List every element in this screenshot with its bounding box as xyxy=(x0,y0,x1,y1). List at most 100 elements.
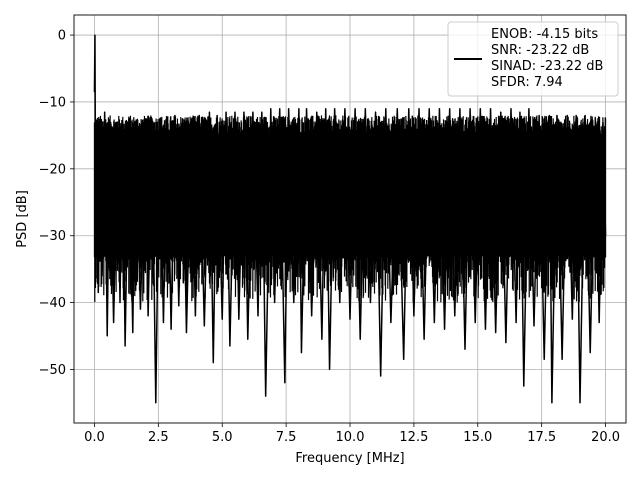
psd-data-point xyxy=(128,118,130,120)
legend-label-line: SFDR: 7.94 xyxy=(491,75,563,90)
legend-label-line: SINAD: -23.22 dB xyxy=(491,59,603,74)
psd-data-point xyxy=(178,305,180,307)
legend-label-line: ENOB: -4.15 bits xyxy=(491,27,598,42)
psd-data-point xyxy=(194,315,196,317)
psd-data-point xyxy=(604,235,607,237)
psd-data-point xyxy=(261,111,263,113)
psd-data-point xyxy=(225,111,227,113)
psd-data-point xyxy=(489,108,492,110)
psd-data-point xyxy=(464,348,466,351)
psd-data-point xyxy=(234,111,236,113)
psd-data-point xyxy=(252,111,254,113)
legend: ENOB: -4.15 bits SNR: -23.22 dB SINAD: -23… xyxy=(447,21,619,97)
psd-data-point xyxy=(166,118,168,120)
psd-data-point xyxy=(321,338,323,340)
psd-data-point xyxy=(93,91,96,93)
psd-data-point xyxy=(533,325,535,327)
psd-data-point xyxy=(113,322,115,324)
psd-data-point xyxy=(293,302,295,304)
psd-data-point xyxy=(97,291,99,294)
psd-data-point xyxy=(579,402,581,404)
psd-data-point xyxy=(349,318,351,320)
legend-label-line: SNR: -23.22 dB xyxy=(491,43,589,58)
psd-data-point xyxy=(484,328,487,330)
psd-data-point xyxy=(423,338,425,340)
psd-data-point xyxy=(418,108,420,110)
psd-data-point xyxy=(566,114,568,116)
psd-series-line xyxy=(93,35,607,403)
psd-data-point xyxy=(155,402,157,404)
psd-data-point xyxy=(203,325,205,327)
psd-data-point xyxy=(216,114,218,116)
psd-data-point xyxy=(144,118,147,120)
legend-label: ENOB: -4.15 bits SNR: -23.22 dB SINAD: -23… xyxy=(491,27,603,90)
psd-data-point xyxy=(438,108,441,110)
y-tick-label: −30 xyxy=(39,229,66,244)
psd-data-point xyxy=(495,332,497,334)
psd-data-point xyxy=(443,328,446,330)
x-tick-label: 10.0 xyxy=(336,430,365,445)
psd-data-point xyxy=(380,375,382,377)
y-tick-label: −10 xyxy=(39,95,66,110)
psd-data-point xyxy=(589,352,591,354)
psd-data-point xyxy=(208,111,211,113)
psd-data-point xyxy=(298,108,300,110)
psd-data-point xyxy=(474,322,476,324)
psd-data-point xyxy=(94,34,96,36)
psd-data-point xyxy=(305,108,308,110)
x-tick-label: 12.5 xyxy=(399,430,428,445)
psd-data-point xyxy=(408,108,410,110)
psd-data-point xyxy=(257,315,259,317)
psd-data-point xyxy=(243,111,245,113)
psd-data-point xyxy=(106,335,108,337)
psd-data-point xyxy=(116,121,119,123)
psd-data-point xyxy=(561,358,563,361)
psd-data-point xyxy=(95,255,97,257)
psd-data-point xyxy=(221,318,223,320)
psd-data-point xyxy=(274,302,276,304)
psd-data-point xyxy=(247,338,249,340)
psd-data-point xyxy=(134,121,136,123)
psd-data-point xyxy=(575,114,577,116)
psd-data-point xyxy=(174,114,176,116)
psd-data-point xyxy=(162,322,165,324)
y-tick-label: 0 xyxy=(58,29,66,44)
y-tick-label: −50 xyxy=(39,363,66,378)
x-tick-label: 0.0 xyxy=(84,430,105,445)
psd-data-point xyxy=(510,108,512,110)
psd-data-point xyxy=(328,368,331,371)
legend-box xyxy=(447,21,619,97)
psd-data-point xyxy=(98,128,101,130)
x-axis-label: Frequency [MHz] xyxy=(295,451,404,466)
psd-data-point xyxy=(212,362,214,364)
psd-data-point xyxy=(551,402,553,404)
x-tick-label: 15.0 xyxy=(463,430,492,445)
psd-data-point xyxy=(602,121,604,123)
psd-data-point xyxy=(316,111,318,113)
psd-data-point xyxy=(479,108,481,110)
psd-data-point xyxy=(396,108,398,110)
psd-data-point xyxy=(270,108,272,110)
psd-data-point xyxy=(390,322,392,324)
psd-data-point xyxy=(334,108,336,110)
psd-data-point xyxy=(449,108,451,110)
psd-data-point xyxy=(454,315,456,317)
psd-data-point xyxy=(354,108,356,110)
y-tick-label: −20 xyxy=(39,162,66,177)
psd-data-point xyxy=(198,114,200,116)
psd-data-point xyxy=(288,108,290,110)
psd-data-point xyxy=(119,302,121,304)
psd-data-point xyxy=(170,328,172,330)
psd-data-point xyxy=(339,302,341,304)
psd-data-point xyxy=(538,114,540,116)
psd-data-point xyxy=(433,322,435,324)
psd-data-point xyxy=(556,114,558,116)
psd-data-point xyxy=(500,111,502,113)
psd-data-point xyxy=(159,118,161,120)
psd-data-point xyxy=(584,114,586,116)
psd-data-point xyxy=(519,111,521,113)
axis-ticks: 0.0 2.5 5.0 7.5 10.0 12.5 15.0 17.5 20.0 0 −10 −20 −… xyxy=(39,29,620,445)
psd-data-point xyxy=(385,108,387,110)
psd-data-point xyxy=(523,385,525,387)
psd-data-point xyxy=(325,108,327,110)
